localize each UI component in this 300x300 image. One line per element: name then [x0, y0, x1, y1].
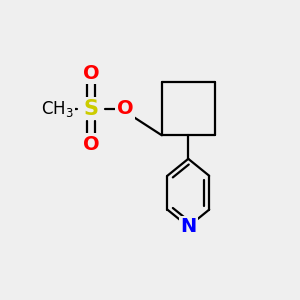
Text: O: O: [83, 135, 99, 154]
Text: O: O: [117, 99, 133, 118]
Text: N: N: [180, 217, 196, 236]
Text: O: O: [83, 64, 99, 83]
Text: CH$_3$: CH$_3$: [41, 99, 74, 119]
Text: S: S: [84, 99, 99, 119]
